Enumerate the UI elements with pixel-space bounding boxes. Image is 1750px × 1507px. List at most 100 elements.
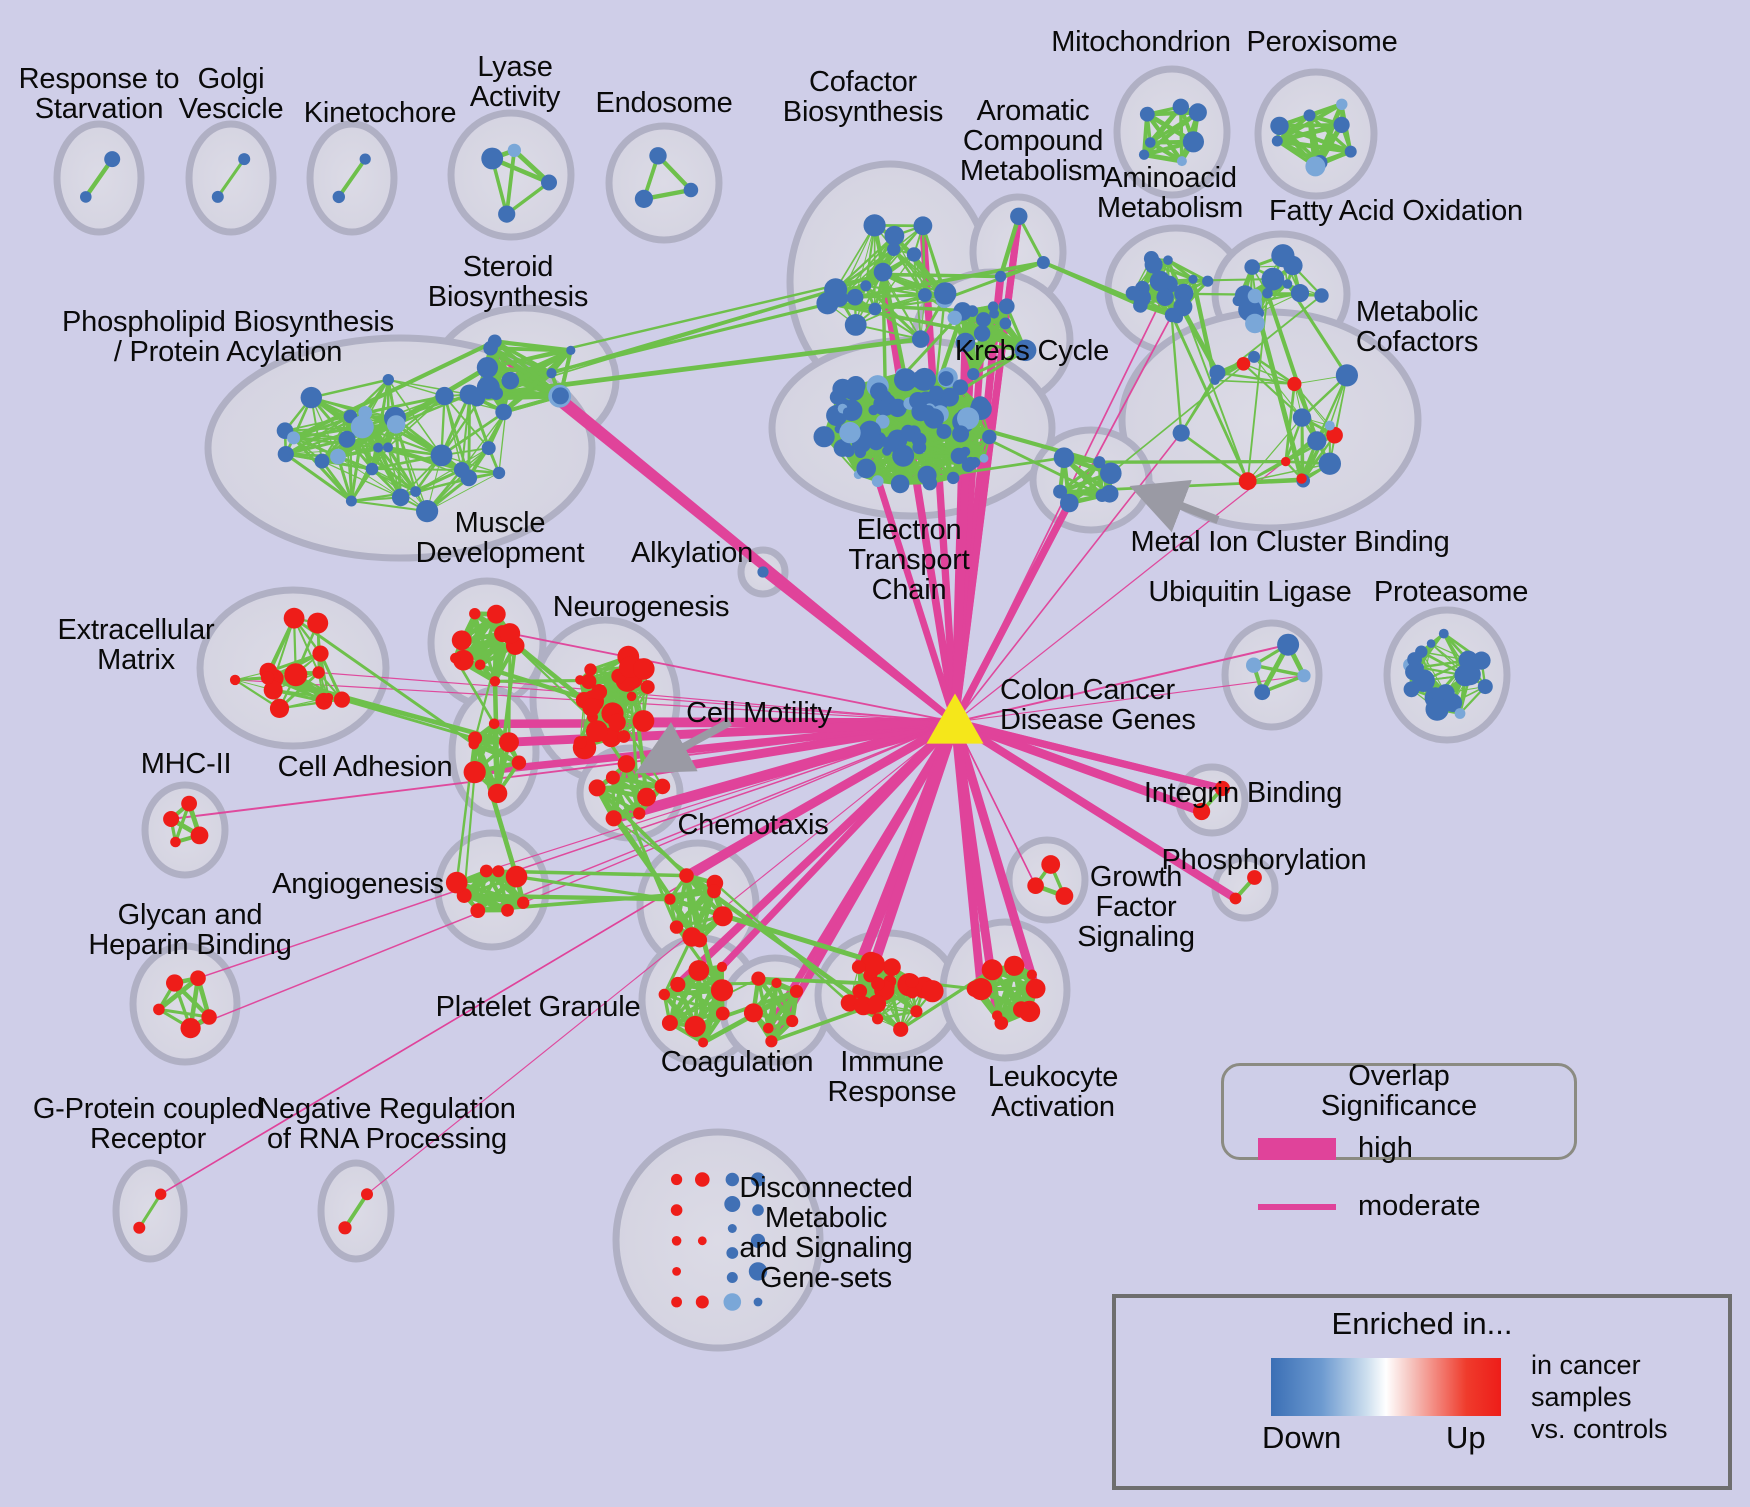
gene-set-node	[936, 424, 952, 439]
inter-cluster-edge	[881, 270, 888, 399]
gene-set-node	[1214, 780, 1230, 797]
inter-cluster-edge	[493, 336, 924, 396]
gene-set-node	[1026, 969, 1037, 980]
gene-set-node	[868, 404, 879, 416]
gene-set-node	[361, 1188, 373, 1201]
gene-set-node	[1270, 116, 1289, 136]
gene-set-node	[338, 430, 356, 448]
hub-node-layer	[926, 693, 984, 744]
gene-set-node	[1145, 137, 1156, 148]
gene-set-edge	[1246, 477, 1303, 483]
gene-set-node	[661, 1015, 678, 1031]
gene-set-node	[507, 143, 521, 158]
gene-set-edge	[610, 775, 665, 789]
gene-set-node	[753, 1297, 763, 1307]
gene-set-node	[617, 755, 636, 773]
gene-set-edge	[1252, 355, 1296, 386]
gene-set-node	[637, 787, 656, 807]
gene-set-edge	[893, 234, 947, 295]
gene-set-node	[872, 1013, 884, 1025]
gene-set-node	[211, 190, 224, 203]
gene-set-edge	[377, 378, 390, 449]
inter-cluster-edge	[340, 698, 477, 740]
gene-set-edge	[864, 284, 926, 296]
gene-set-node	[345, 495, 357, 507]
gene-set-edge	[611, 761, 629, 821]
gene-set-edge	[387, 378, 471, 396]
hub-edge	[684, 718, 958, 880]
gene-set-edge	[892, 248, 947, 295]
gene-set-node	[868, 302, 882, 316]
gene-set-edge	[394, 422, 403, 499]
gene-set-node	[1010, 207, 1028, 225]
gene-set-node	[840, 994, 859, 1012]
gene-set-edge	[439, 392, 472, 457]
gene-set-node	[283, 607, 305, 629]
moderate-significance-label: moderate	[1358, 1190, 1481, 1222]
gene-set-node	[1188, 274, 1198, 284]
gene-set-node	[499, 732, 519, 753]
colorbar-max-label: Up	[1446, 1420, 1486, 1455]
gene-set-node	[952, 425, 970, 443]
gene-set-node	[488, 718, 500, 730]
gene-set-node	[1438, 628, 1449, 639]
gene-set-edge	[292, 437, 348, 441]
gene-set-node	[155, 1188, 167, 1200]
gene-set-edge	[349, 422, 398, 503]
hub-edge	[951, 310, 977, 723]
gene-set-node	[459, 384, 480, 405]
overlap-significance-legend: Overlap Significance high moderate	[1221, 1061, 1577, 1222]
gene-set-node	[725, 1172, 739, 1187]
gene-set-node	[307, 612, 329, 634]
gene-set-node	[632, 710, 655, 732]
gene-set-node	[846, 376, 866, 396]
colorbar-side-note: in cancer samples vs. controls	[1531, 1350, 1668, 1444]
moderate-significance-swatch	[1258, 1203, 1336, 1210]
gene-set-node	[992, 1010, 1003, 1021]
gene-set-node	[517, 896, 530, 909]
gene-set-node	[500, 406, 512, 417]
gene-set-node	[541, 174, 557, 191]
gene-set-node	[1244, 259, 1260, 275]
gene-set-node	[445, 871, 468, 894]
gene-set-node	[312, 666, 325, 679]
gene-set-node	[479, 864, 493, 878]
hub-edge	[474, 718, 956, 776]
gene-set-node	[862, 952, 885, 976]
gene-set-node	[582, 698, 601, 717]
hub-edge	[950, 720, 1040, 990]
gene-set-edge	[1246, 462, 1331, 482]
gene-set-edge	[377, 447, 428, 512]
gene-set-node	[698, 1037, 709, 1048]
gene-set-node	[383, 442, 393, 453]
gene-set-node	[846, 288, 864, 306]
gene-set-node	[1296, 473, 1307, 484]
gene-set-node	[870, 382, 888, 401]
cluster-blob	[1383, 606, 1511, 744]
gene-set-edge	[1300, 424, 1331, 480]
gene-set-edge	[460, 393, 471, 471]
gene-set-node	[1405, 663, 1422, 681]
gene-set-node	[1172, 424, 1190, 442]
annotation-arrow-layer	[635, 479, 1220, 774]
gene-set-node	[875, 414, 890, 429]
gene-set-node	[938, 371, 954, 387]
hub-edge	[953, 717, 1204, 816]
gene-set-node	[839, 421, 861, 444]
gene-set-node	[1245, 313, 1265, 334]
gene-set-node	[450, 652, 461, 664]
gene-set-edge	[1141, 152, 1185, 164]
gene-set-node	[922, 475, 938, 491]
gene-set-edge	[370, 468, 463, 471]
gene-set-edge	[350, 499, 429, 513]
gene-set-edge	[854, 224, 876, 298]
gene-set-node	[591, 684, 608, 700]
gene-set-node	[634, 189, 654, 208]
gene-set-node	[1125, 286, 1141, 301]
gene-set-node	[940, 387, 959, 407]
gene-set-edge	[882, 271, 922, 340]
hub-edge	[190, 721, 956, 1029]
gene-set-node	[813, 426, 835, 448]
inter-cluster-edge	[1041, 260, 1180, 320]
gene-set-node	[487, 334, 502, 349]
